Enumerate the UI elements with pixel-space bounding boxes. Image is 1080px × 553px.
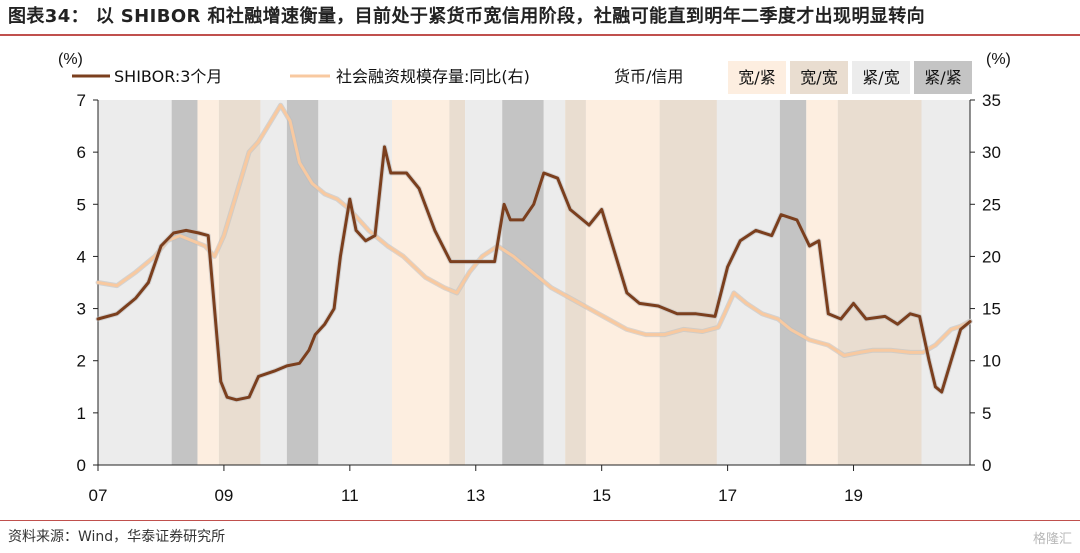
watermark: 格隆汇 [1032, 532, 1072, 547]
legend-regime-label-0: 宽/紧 [738, 68, 775, 87]
series-line-shibor [96, 145, 972, 402]
x-tick-label: 07 [89, 486, 108, 505]
regime-band-5 [286, 100, 319, 465]
y-right-tick-label: 0 [982, 456, 991, 475]
footer-divider [0, 520, 1080, 521]
title-divider [0, 34, 1080, 36]
regime-band-8 [449, 100, 466, 465]
y-right-tick-label: 5 [982, 404, 991, 423]
y-right-tick-label: 20 [982, 247, 1001, 266]
figure-title: 图表34： 以 SHIBOR 和社融增速衡量，目前处于紧货币宽信用阶段，社融可能… [8, 6, 926, 27]
y-right-tick-label: 25 [982, 195, 1001, 214]
regime-band-7 [392, 100, 450, 465]
legend-regime-title: 货币/信用 [614, 67, 683, 86]
y-left-tick-label: 2 [77, 352, 86, 371]
legend-regime-label-1: 宽/宽 [800, 68, 837, 87]
series-line-social-financing [96, 103, 972, 357]
legend-label-shibor: SHIBOR:3个月 [114, 67, 222, 86]
regime-band-14 [659, 100, 717, 465]
y-left-tick-label: 0 [77, 456, 86, 475]
regime-band-6 [318, 100, 393, 465]
legend: SHIBOR:3个月 社会融资规模存量:同比(右) 货币/信用 宽/紧 宽/宽 … [72, 61, 972, 94]
y-left-tick-label: 7 [77, 91, 86, 110]
y-left-tick-label: 1 [77, 404, 86, 423]
y-right-tick-label: 35 [982, 91, 1001, 110]
regime-band-12 [565, 100, 586, 465]
regime-bands [98, 100, 970, 465]
source-note: 资料来源：Wind，华泰证券研究所 [8, 529, 226, 545]
series-lines [95, 102, 973, 403]
regime-band-4 [260, 100, 287, 465]
regime-band-3 [218, 100, 261, 465]
regime-band-15 [716, 100, 780, 465]
right-axis-unit: (%) [986, 51, 1011, 68]
y-right-tick-label: 15 [982, 300, 1001, 319]
x-tick-label: 09 [214, 486, 233, 505]
legend-regime-label-2: 紧/宽 [862, 68, 899, 87]
regime-band-1 [171, 100, 198, 465]
regime-band-2 [197, 100, 219, 465]
x-tick-label: 11 [341, 486, 359, 505]
legend-regime-box-2 [852, 61, 910, 94]
y-left-tick-label: 5 [77, 195, 86, 214]
regime-band-9 [465, 100, 503, 465]
legend-regime-box-0 [728, 61, 786, 94]
regime-band-18 [837, 100, 922, 465]
x-tick-label: 17 [718, 486, 737, 505]
legend-label-social-financing: 社会融资规模存量:同比(右) [336, 67, 530, 86]
regime-band-11 [543, 100, 566, 465]
y-right-tick-label: 30 [982, 143, 1001, 162]
y-left-tick-label: 4 [77, 247, 86, 266]
legend-regime-box-3 [914, 61, 972, 94]
left-axis-unit: (%) [58, 51, 83, 68]
regime-band-19 [921, 100, 970, 465]
regime-band-16 [779, 100, 807, 465]
y-right-tick-label: 10 [982, 352, 1001, 371]
legend-regime-box-1 [790, 61, 848, 94]
axes: 0 1 2 3 4 5 6 7 0 5 10 15 20 25 30 35 07 09 11 13 15 17 19 [77, 91, 1001, 505]
chart: 0 1 2 3 4 5 6 7 0 5 10 15 20 25 30 35 07 09 11 13 15 17 19 SHI… [58, 51, 1011, 505]
y-left-tick-label: 3 [77, 300, 86, 319]
x-tick-label: 13 [466, 486, 485, 505]
x-tick-label: 19 [844, 486, 863, 505]
x-tick-label: 15 [592, 486, 611, 505]
y-left-tick-label: 6 [77, 143, 86, 162]
legend-regime-label-3: 紧/紧 [924, 68, 961, 87]
regime-band-10 [502, 100, 544, 465]
